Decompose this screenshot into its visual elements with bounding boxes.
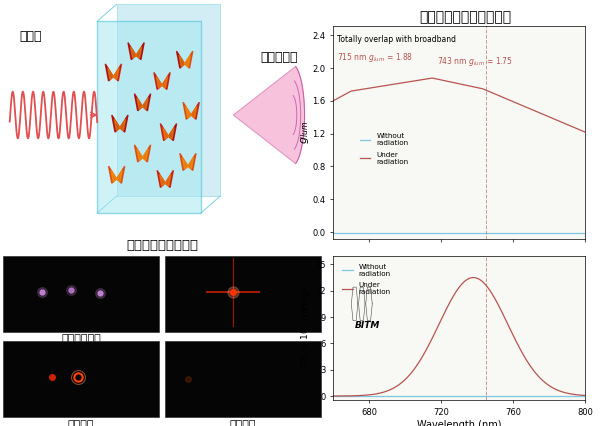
FancyBboxPatch shape	[165, 341, 321, 417]
Polygon shape	[130, 46, 136, 58]
Polygon shape	[176, 51, 185, 68]
Text: 高不对称因子圆偏振发光: 高不对称因子圆偏振发光	[419, 11, 511, 25]
Polygon shape	[162, 72, 170, 89]
Polygon shape	[143, 149, 148, 161]
Polygon shape	[179, 55, 185, 67]
Polygon shape	[169, 127, 174, 139]
FancyBboxPatch shape	[3, 256, 159, 332]
Polygon shape	[180, 153, 188, 170]
Legend: Without
radiation, Under
radiation: Without radiation, Under radiation	[357, 130, 411, 168]
FancyBboxPatch shape	[165, 256, 321, 332]
Polygon shape	[165, 170, 173, 187]
Text: 偏振衍射光场: 偏振衍射光场	[61, 334, 101, 344]
Polygon shape	[162, 76, 167, 88]
Text: Totally overlap with broadband: Totally overlap with broadband	[337, 35, 455, 44]
FancyBboxPatch shape	[3, 341, 159, 417]
Polygon shape	[134, 145, 143, 162]
Text: 圆偏振发光: 圆偏振发光	[260, 51, 298, 64]
Text: 743 nm $g_{lum}$ = 1.75: 743 nm $g_{lum}$ = 1.75	[437, 55, 513, 68]
Polygon shape	[191, 106, 197, 118]
Polygon shape	[112, 115, 120, 132]
Polygon shape	[137, 149, 143, 161]
Polygon shape	[113, 68, 119, 80]
Polygon shape	[116, 166, 125, 183]
Polygon shape	[191, 102, 199, 119]
Polygon shape	[160, 174, 165, 186]
Text: 线偏光: 线偏光	[19, 30, 42, 43]
Polygon shape	[188, 157, 194, 169]
Polygon shape	[106, 64, 113, 81]
Polygon shape	[185, 106, 191, 118]
Polygon shape	[120, 119, 125, 131]
Polygon shape	[116, 170, 122, 182]
Polygon shape	[233, 66, 305, 164]
Polygon shape	[116, 4, 220, 196]
Polygon shape	[163, 127, 169, 139]
Polygon shape	[137, 98, 143, 109]
Y-axis label: $g_{lum}$: $g_{lum}$	[299, 121, 311, 144]
Polygon shape	[143, 145, 151, 162]
Polygon shape	[160, 124, 169, 141]
Polygon shape	[120, 115, 128, 132]
Polygon shape	[143, 98, 148, 109]
Text: 715 nm $g_{lum}$ = 1.88: 715 nm $g_{lum}$ = 1.88	[337, 51, 413, 64]
Legend: Without
radiation, Under
radiation: Without radiation, Under radiation	[339, 261, 394, 298]
Polygon shape	[185, 51, 193, 68]
Polygon shape	[165, 174, 171, 186]
Polygon shape	[128, 43, 136, 60]
Polygon shape	[143, 94, 151, 111]
Polygon shape	[169, 124, 176, 141]
Polygon shape	[109, 166, 116, 183]
Text: 宽光谱圆偏振滤波片: 宽光谱圆偏振滤波片	[126, 239, 198, 252]
Polygon shape	[111, 170, 116, 182]
Polygon shape	[108, 68, 113, 80]
Polygon shape	[134, 94, 143, 111]
Polygon shape	[113, 64, 121, 81]
Polygon shape	[114, 119, 120, 131]
Polygon shape	[185, 55, 190, 67]
Polygon shape	[136, 46, 142, 58]
Y-axis label: CPL × 10$^3$ (mdeg): CPL × 10$^3$ (mdeg)	[299, 287, 313, 369]
Polygon shape	[154, 72, 162, 89]
Polygon shape	[182, 157, 188, 169]
Polygon shape	[183, 102, 191, 119]
Polygon shape	[97, 21, 201, 213]
Polygon shape	[157, 76, 162, 88]
Polygon shape	[157, 170, 165, 187]
Text: BITM: BITM	[355, 321, 380, 330]
X-axis label: Wavelength (nm): Wavelength (nm)	[417, 420, 501, 426]
Polygon shape	[136, 43, 144, 60]
Polygon shape	[188, 153, 196, 170]
Text: 艾里光场: 艾里光场	[230, 420, 256, 426]
Text: 涡旋光场: 涡旋光场	[68, 420, 94, 426]
